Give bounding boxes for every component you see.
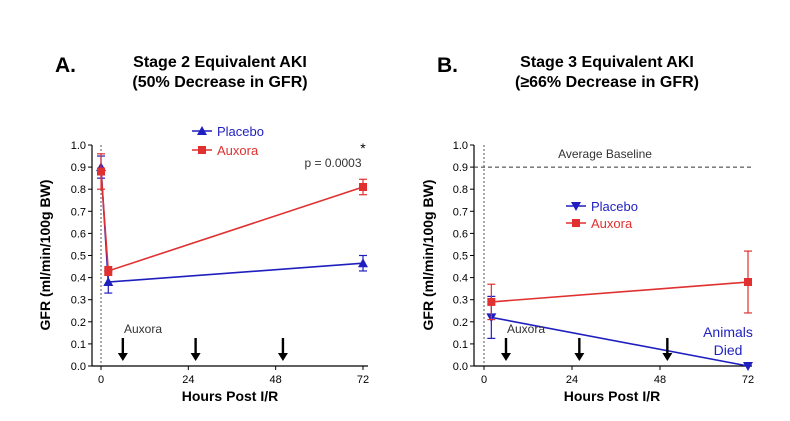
legend-auxora-square-icon [572,219,580,227]
legend-placebo-triangle-icon [197,126,207,135]
y-tick-label: 0.2 [71,317,86,329]
panel-b-dosing-label: Auxora [507,322,545,336]
legend-placebo-label: Placebo [217,124,264,139]
y-tick-label: 0.1 [453,339,468,351]
dosing-arrow-head-icon [190,353,201,361]
dosing-arrow-head-icon [574,353,585,361]
x-tick-label: 0 [98,374,104,386]
panel-a-significance-star: * [360,140,366,156]
y-tick-label: 0.9 [71,162,86,174]
panel-a-title-line1: Stage 2 Equivalent AKI [133,54,307,71]
x-tick-label: 0 [481,374,487,386]
x-tick-label: 72 [742,374,754,386]
y-tick-label: 0.1 [71,339,86,351]
y-tick-label: 0.8 [453,184,468,196]
y-tick-label: 0.5 [453,251,468,263]
y-tick-label: 0.6 [71,228,86,240]
y-tick-label: 0.9 [453,162,468,174]
series-line-auxora [491,281,749,303]
y-tick-label: 0.3 [71,295,86,307]
data-point-auxora [104,266,113,275]
x-tick-label: 24 [182,374,194,386]
data-point-placebo [358,258,368,268]
panel-a-legend: Placebo Auxora [192,124,264,158]
legend-placebo-triangle-down-icon [571,202,581,211]
panel-b-ylabel: GFR (ml/min/100g BW) [420,180,436,331]
y-tick-label: 1.0 [71,140,86,152]
dosing-arrow-head-icon [501,353,511,361]
series-line-auxora [100,171,364,273]
data-point-auxora [744,278,752,287]
panel-b-animals-died-line2: Died [714,342,743,358]
y-tick-label: 0.8 [71,184,86,196]
legend-auxora-square-icon [198,146,206,154]
panel-b-title-line1: Stage 3 Equivalent AKI [520,54,694,71]
data-point-auxora [97,167,105,176]
y-tick-label: 0.7 [71,206,86,218]
data-point-auxora [359,182,367,191]
y-tick-label: 0.5 [71,251,86,263]
panel-a-letter: A. [55,54,76,77]
panel-b-xlabel: Hours Post I/R [564,388,660,404]
x-tick-label: 48 [270,374,282,386]
panel-b-letter: B. [437,54,458,77]
y-tick-label: 0.2 [453,317,468,329]
panel-b-baseline-label: Average Baseline [558,147,652,161]
data-point-auxora [487,297,496,306]
legend-auxora-label: Auxora [591,216,633,231]
panel-b-title-line2: (≥66% Decrease in GFR) [515,74,699,91]
panel-a: A. Stage 2 Equivalent AKI (50% Decrease … [37,54,369,404]
y-tick-label: 0.4 [453,273,468,285]
y-tick-label: 0.7 [453,206,468,218]
legend-auxora-label: Auxora [217,143,259,158]
panel-a-dosing-label: Auxora [124,322,162,336]
panel-a-xlabel: Hours Post I/R [182,388,278,404]
y-tick-label: 0.3 [453,295,468,307]
series-line-placebo [100,167,364,283]
data-point-placebo [743,362,753,371]
panel-a-title-line2: (50% Decrease in GFR) [132,74,307,91]
x-tick-label: 48 [654,374,666,386]
panel-b-legend: Placebo Auxora [566,199,638,231]
y-tick-label: 0.6 [453,228,468,240]
y-tick-label: 0.0 [453,361,468,373]
legend-placebo-label: Placebo [591,199,638,214]
dosing-arrow-head-icon [662,353,673,361]
panel-a-ylabel: GFR (ml/min/100g BW) [37,180,53,331]
panel-b-animals-died-line1: Animals [703,324,753,340]
y-tick-label: 0.4 [71,273,86,285]
dosing-arrow-head-icon [277,353,288,361]
x-tick-label: 24 [566,374,578,386]
y-tick-label: 0.0 [71,361,86,373]
series-line-placebo [491,316,749,367]
panel-b: B. Stage 3 Equivalent AKI (≥66% Decrease… [420,54,754,404]
x-tick-label: 72 [357,374,369,386]
data-point-placebo [103,277,114,287]
dosing-arrow-head-icon [117,353,128,361]
y-tick-label: 1.0 [453,140,468,152]
panel-a-p-value: p = 0.0003 [304,156,361,170]
